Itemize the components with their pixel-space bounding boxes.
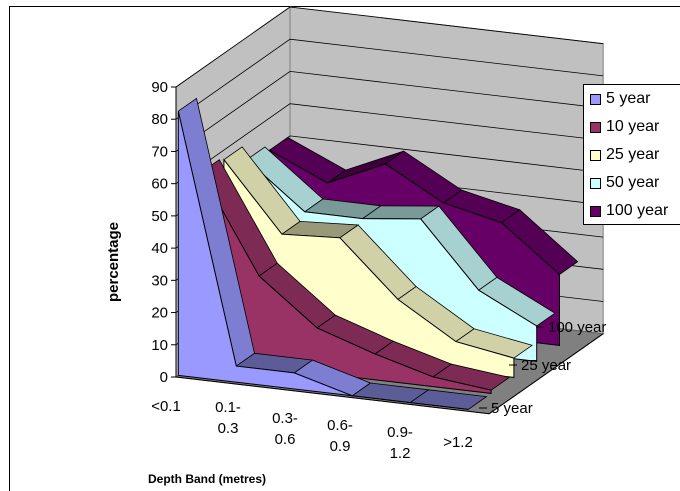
- y-tick-label: 30: [151, 272, 168, 289]
- y-tick-label: 50: [151, 208, 168, 225]
- area-front-face: [177, 111, 469, 410]
- y-tick-label: 10: [151, 337, 168, 354]
- x-tick-label: 0.3-0.6: [272, 410, 298, 448]
- legend-label: 5 year: [606, 90, 651, 107]
- x-tick-label: 0.6-0.9: [327, 417, 353, 455]
- x-tick-label: <0.1: [151, 398, 181, 415]
- legend-swatch: [590, 205, 601, 217]
- legend-label: 50 year: [606, 174, 660, 191]
- legend-swatch: [590, 177, 601, 189]
- chart-frame: [9, 6, 680, 491]
- legend-item: 50 year: [590, 173, 659, 193]
- gridline: [175, 70, 604, 152]
- axis-labels: percentage Depth Band (metres): [105, 222, 266, 486]
- gridline: [175, 6, 604, 88]
- series-layer: [177, 97, 579, 410]
- y-tick-label: 90: [151, 79, 168, 96]
- depth-axis-line: [488, 333, 604, 415]
- y-tick-label: 20: [151, 305, 168, 322]
- axes: 0 10 20 30 40 50 60 70 80 90 <0.1 0.1-0.3 0.3-0.6 0.6…: [151, 79, 606, 462]
- gridline: [175, 103, 604, 185]
- y-tick-label: 40: [151, 240, 168, 257]
- x-axis-title: Depth Band (metres): [148, 472, 266, 486]
- legend-swatch: [590, 121, 601, 133]
- legend-swatch: [590, 93, 601, 105]
- y-tick-label: 70: [151, 143, 168, 160]
- legend-item: 5 year: [590, 89, 650, 109]
- series-10-year: [200, 159, 511, 394]
- y-tick-label: 60: [151, 176, 168, 193]
- series-5-year: [177, 97, 488, 410]
- x-tick-label: 0.1-0.3: [215, 399, 241, 437]
- gridline: [175, 38, 604, 120]
- depth-tick-label: 5 year: [491, 400, 533, 417]
- y-tick-label: 80: [151, 111, 168, 128]
- legend-label: 10 year: [606, 118, 660, 135]
- y-axis-title: percentage: [105, 222, 122, 302]
- x-axis-line: [175, 376, 490, 415]
- legend-item: 100 year: [590, 201, 668, 221]
- legend-label: 100 year: [606, 202, 669, 219]
- depth-tick-label: 25 year: [521, 357, 571, 374]
- legend: 5 year 10 year 25 year 50 year 100 year: [583, 84, 680, 225]
- y-tick-label: 0: [160, 369, 168, 386]
- legend-item: 10 year: [590, 117, 659, 137]
- legend-item: 25 year: [590, 145, 659, 165]
- depth-tick-label: 100 year: [548, 319, 606, 336]
- x-tick-label: >1.2: [443, 434, 473, 451]
- x-tick-label: 0.9-1.2: [387, 424, 413, 462]
- legend-swatch: [590, 149, 601, 161]
- legend-label: 25 year: [606, 146, 660, 163]
